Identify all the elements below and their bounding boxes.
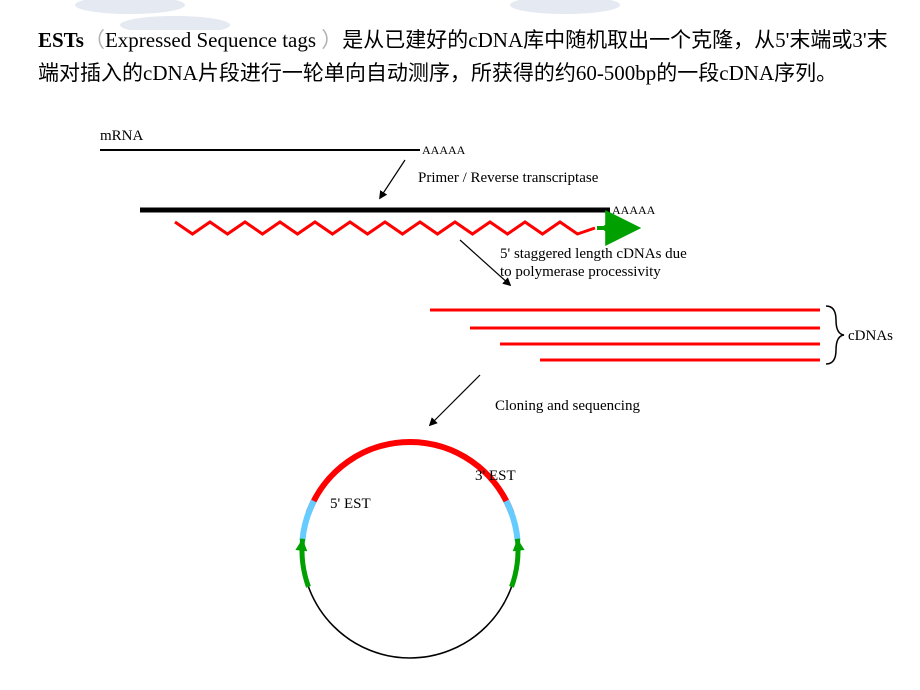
- cloning-label: Cloning and sequencing: [495, 398, 640, 414]
- polya1: AAAAA: [422, 143, 466, 157]
- header-text: ESTs（Expressed Sequence tags ）是从已建好的cDNA…: [38, 24, 893, 89]
- est3-label: 3' EST: [475, 468, 516, 484]
- stagger1: 5' staggered length cDNAs due: [500, 246, 687, 262]
- diagram: mRNA AAAAA Primer / Reverse transcriptas…: [0, 110, 920, 690]
- mrna-label: mRNA: [100, 128, 144, 144]
- est5-label: 5' EST: [330, 496, 371, 512]
- paren-text: Expressed Sequence tags: [105, 28, 321, 52]
- arrow-3: [430, 375, 480, 425]
- stagger2: to polymerase processivity: [500, 264, 661, 280]
- arc-cyan-3: [506, 501, 517, 541]
- page: ESTs（Expressed Sequence tags ）是从已建好的cDNA…: [0, 0, 920, 690]
- cdnas-label: cDNAs: [848, 328, 893, 344]
- polya2: AAAAA: [612, 203, 656, 217]
- header-bold: ESTs: [38, 28, 84, 52]
- paren-open: （: [84, 28, 105, 52]
- green-primer-head: [600, 222, 610, 234]
- arc-cyan-5: [302, 501, 313, 541]
- paren-close: ）: [321, 28, 342, 52]
- primer-label: Primer / Reverse transcriptase: [418, 170, 599, 186]
- cdna-lines: [430, 310, 820, 360]
- brace: [826, 306, 844, 364]
- zigzag-cdna: [175, 222, 595, 234]
- arrow-1: [380, 160, 405, 198]
